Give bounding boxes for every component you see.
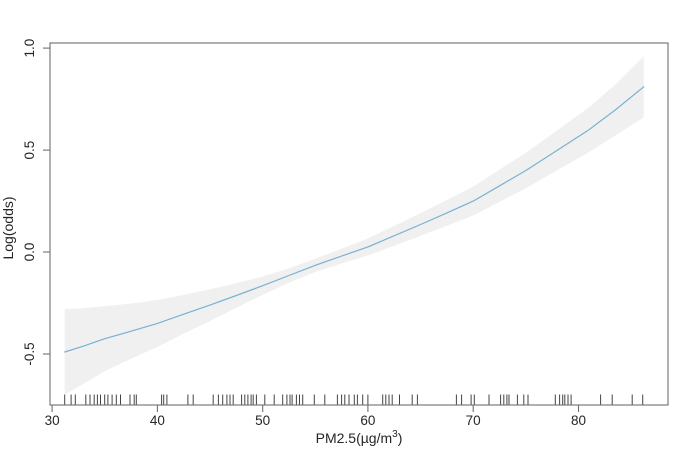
y-tick-label: 0.5: [22, 141, 37, 160]
y-tick-label: 0.0: [22, 243, 37, 262]
confidence-band: [64, 56, 644, 395]
plot-box: [49, 42, 669, 406]
x-axis-title: PM2.5(µg/m3): [316, 429, 403, 446]
x-tick-label: 60: [360, 413, 375, 428]
y-axis-title: Log(odds): [0, 196, 16, 259]
y-tick-label: -0.5: [22, 342, 37, 365]
x-tick-label: 70: [466, 413, 481, 428]
x-tick-label: 30: [45, 413, 60, 428]
x-tick-label: 80: [571, 413, 586, 428]
x-axis: 30 40 50 60 70 80: [45, 405, 586, 428]
x-tick-label: 40: [150, 413, 165, 428]
rug-marks: [64, 394, 644, 405]
y-axis: -0.5 0.0 0.5 1.0: [22, 39, 50, 366]
smooth-fit-line: [64, 86, 645, 353]
y-tick-label: 1.0: [22, 39, 37, 58]
x-tick-label: 50: [255, 413, 270, 428]
